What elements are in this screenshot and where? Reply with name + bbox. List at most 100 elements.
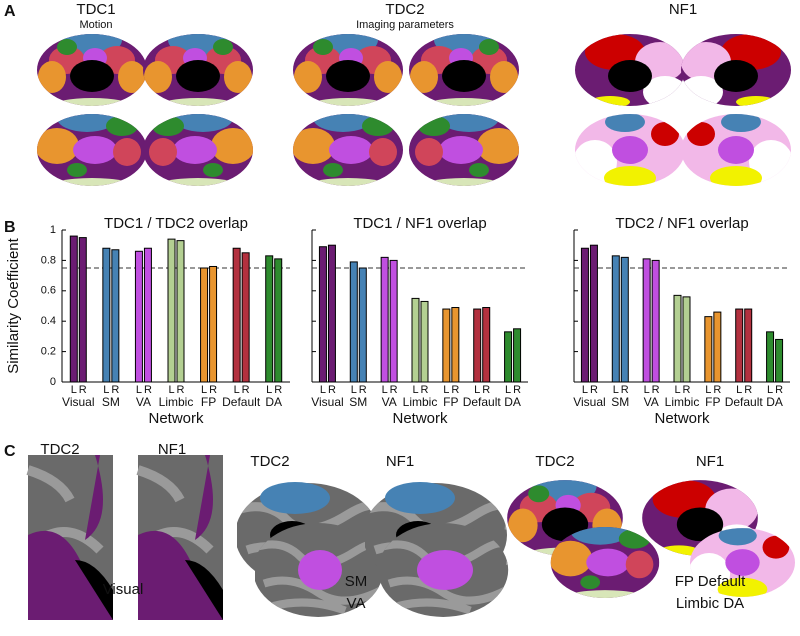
y-tick-label: 0.4 [41,315,56,327]
bar [176,240,185,383]
series-label: L [674,384,680,396]
group-label: TDC2 [40,441,79,458]
series-label: L [320,384,326,396]
bar [775,338,784,383]
x-tick-label: Default [725,395,764,409]
group-label: TDC2 [535,453,574,470]
series-label: R [144,384,152,396]
series-label: L [736,384,742,396]
series-label: R [621,384,629,396]
series-label: R [482,384,490,396]
bar [265,255,274,383]
x-tick-label: DA [265,395,282,409]
x-tick-label: DA [504,395,521,409]
series-label: R [242,384,250,396]
x-axis-label: Network [654,410,710,427]
series-label: R [421,384,429,396]
y-tick-label: 0.6 [41,285,56,297]
series-label: L [705,384,711,396]
group-caption: VA [347,595,366,612]
panel-label: B [4,219,16,236]
bar [209,265,218,383]
x-tick-label: Visual [573,395,605,409]
series-label: L [266,384,272,396]
y-tick-label: 0 [50,376,56,388]
series-label: R [590,384,598,396]
series-label: L [71,384,77,396]
group-label: NF1 [696,453,724,470]
series-label: L [443,384,449,396]
series-label: L [582,384,588,396]
series-label: L [474,384,480,396]
x-tick-label: SM [349,395,367,409]
group-caption: FP Default [675,573,746,590]
series-label: R [513,384,521,396]
group-label: NF1 [158,441,186,458]
bar [504,331,513,383]
group-title: TDC1 [76,1,115,18]
x-tick-label: SM [102,395,120,409]
bar [167,238,176,383]
panel-label: A [4,3,16,20]
group-title: NF1 [669,1,697,18]
series-label: R [390,384,398,396]
bar [411,297,420,383]
series-label: L [644,384,650,396]
bar [241,252,250,383]
x-tick-label: FP [705,395,720,409]
bar [451,307,460,383]
series-label: L [505,384,511,396]
x-tick-label: Default [222,395,261,409]
series-label: L [767,384,773,396]
series-label: L [412,384,418,396]
bar [651,259,660,383]
bar [318,246,327,383]
series-label: R [177,384,185,396]
x-tick-label: Limbic [403,395,438,409]
group-caption: SM [345,573,368,590]
x-axis-label: Network [392,410,448,427]
series-label: R [683,384,691,396]
bar [274,258,283,383]
bar [349,261,358,383]
brain-closeups [26,455,795,620]
series-label: R [209,384,217,396]
group-label: NF1 [386,453,414,470]
bar [589,244,598,383]
bar [704,316,713,383]
bar [420,300,429,383]
bar [389,259,398,383]
x-axis-label: Network [148,410,204,427]
chart-title: TDC2 / NF1 overlap [615,215,748,232]
y-tick-label: 0.8 [41,254,56,266]
series-label: R [274,384,282,396]
group-subtitle: Motion [79,19,112,31]
series-label: R [79,384,87,396]
group-label: TDC2 [250,453,289,470]
bar [744,308,753,383]
bar [111,249,120,383]
brain-images [35,24,793,198]
series-label: L [168,384,174,396]
bar [642,258,651,383]
series-label: L [382,384,388,396]
series-label: R [775,384,783,396]
bar [620,256,629,383]
bar [513,328,522,383]
x-tick-label: VA [382,395,397,409]
series-label: R [111,384,119,396]
bar [327,244,336,383]
x-tick-label: Visual [62,395,94,409]
chart-title: TDC1 / TDC2 overlap [104,215,248,232]
series-label: L [234,384,240,396]
bar [673,294,682,383]
bar [78,237,87,383]
x-tick-label: FP [443,395,458,409]
bar [200,267,209,383]
bar [713,311,722,383]
series-label: L [351,384,357,396]
x-tick-label: Limbic [665,395,700,409]
chart-title: TDC1 / NF1 overlap [353,215,486,232]
x-tick-label: VA [644,395,659,409]
series-label: R [652,384,660,396]
